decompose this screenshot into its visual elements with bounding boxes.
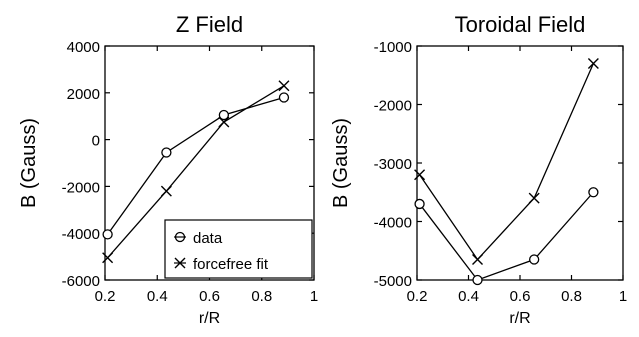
- y-tick-label: -1000: [374, 39, 412, 56]
- data-point-circle: [278, 92, 290, 103]
- y-tick-label: 2000: [67, 86, 100, 103]
- x-tick-label: 0.2: [407, 288, 428, 305]
- plot-frame: [416, 45, 624, 281]
- data-point-circle: [529, 254, 540, 265]
- data-point-x: [160, 185, 172, 197]
- data-point-x: [587, 58, 599, 70]
- x-tick-label: 0.6: [199, 288, 220, 305]
- data-point-x: [472, 254, 484, 266]
- data-point-circle: [472, 274, 483, 286]
- x-tick-label: 0.4: [458, 288, 479, 305]
- data-point-x: [102, 252, 114, 264]
- data-point-x: [414, 169, 426, 181]
- y-tick-label: -5000: [374, 273, 412, 290]
- y-tick-label: 4000: [67, 39, 100, 56]
- y-tick-label: -4000: [374, 215, 412, 232]
- series-line-data: [107, 96, 285, 235]
- x-tick-label: 0.8: [251, 288, 272, 305]
- legend-entry: data: [193, 230, 223, 247]
- series-line-data: [419, 191, 594, 281]
- data-point-x: [278, 80, 290, 92]
- y-tick-label: 0: [92, 133, 100, 150]
- data-point-circle: [588, 187, 599, 198]
- legend-marker-x: [174, 257, 186, 269]
- x-tick-label: 0.8: [561, 288, 582, 305]
- x-tick-label: 0.2: [95, 288, 116, 305]
- y-tick-label: -3000: [374, 156, 412, 173]
- legend-box: [164, 219, 313, 279]
- data-point-x: [528, 192, 540, 204]
- chart-title: Toroidal Field: [455, 12, 586, 37]
- y-tick-label: -2000: [62, 179, 100, 196]
- toroidal-field-chart: Toroidal Field 0.2 0.4 0.6 0.8 1 -5000 -4000 -30…: [330, 12, 627, 327]
- legend: data forcefree fit: [164, 219, 313, 279]
- data-point-circle: [218, 109, 230, 121]
- x-axis-label: r/R: [199, 310, 220, 327]
- x-tick-label: 1: [619, 288, 627, 305]
- x-tick-label: 1: [310, 288, 318, 305]
- y-axis-label: B (Gauss): [18, 118, 40, 208]
- data-point-circle: [414, 198, 425, 210]
- z-field-chart: Z Field 0.2 0.4 0.6 0.8 1 -6000 -4000 -2000 0 2000…: [18, 12, 318, 327]
- y-tick-label: -2000: [374, 98, 412, 115]
- x-tick-label: 0.4: [147, 288, 168, 305]
- y-tick-label: -4000: [62, 226, 100, 243]
- legend-marker-circle: [174, 231, 186, 243]
- data-point-x: [218, 116, 230, 128]
- data-point-circle: [161, 147, 172, 158]
- data-point-circle: [102, 229, 113, 240]
- y-axis-label: B (Gauss): [330, 118, 352, 208]
- x-tick-label: 0.6: [510, 288, 531, 305]
- series-line-forcefree-fit: [107, 85, 285, 259]
- series-line-forcefree-fit: [419, 63, 594, 261]
- chart-title: Z Field: [176, 12, 243, 37]
- y-tick-label: -6000: [62, 273, 100, 290]
- legend-entry: forcefree fit: [193, 256, 269, 273]
- x-axis-label: r/R: [509, 310, 530, 327]
